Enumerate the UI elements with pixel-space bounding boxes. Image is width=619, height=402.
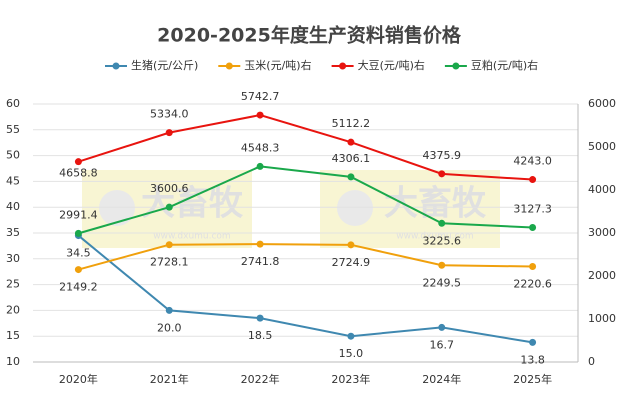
watermark-url: www.dxumu.com bbox=[153, 232, 230, 242]
data-label: 2728.1 bbox=[150, 256, 189, 269]
data-label: 3225.6 bbox=[423, 234, 462, 247]
legend-swatch bbox=[112, 62, 120, 70]
watermark-text: 大畜牧 bbox=[384, 184, 487, 224]
data-label: 18.5 bbox=[248, 329, 273, 342]
data-point bbox=[529, 176, 537, 184]
data-label: 5334.0 bbox=[150, 108, 189, 121]
data-point bbox=[256, 111, 264, 119]
data-label: 13.8 bbox=[520, 353, 545, 366]
data-point bbox=[256, 162, 264, 170]
x-tick-label: 2020年 bbox=[59, 372, 98, 386]
y-tick-label: 45 bbox=[6, 174, 20, 187]
data-label: 15.0 bbox=[339, 347, 364, 360]
legend-swatch bbox=[452, 62, 460, 70]
series-line bbox=[78, 243, 533, 271]
y-tick-label: 25 bbox=[6, 278, 20, 291]
data-point bbox=[438, 219, 446, 227]
data-point bbox=[347, 241, 355, 249]
x-tick-label: 2024年 bbox=[422, 372, 461, 386]
x-tick-label: 2025年 bbox=[513, 372, 552, 386]
legend-label: 豆粕(元/吨)右 bbox=[471, 58, 538, 72]
y-tick-label: 10 bbox=[6, 355, 20, 368]
data-label: 2220.6 bbox=[513, 278, 552, 291]
y2-tick-label: 1000 bbox=[588, 312, 616, 325]
data-label: 2991.4 bbox=[59, 208, 98, 221]
data-point bbox=[256, 314, 264, 322]
y2-tick-label: 6000 bbox=[588, 97, 616, 110]
data-point bbox=[165, 241, 173, 249]
y2-tick-label: 4000 bbox=[588, 183, 616, 196]
data-point bbox=[165, 306, 173, 314]
watermark-text: 大畜牧 bbox=[141, 184, 244, 224]
x-tick-label: 2022年 bbox=[241, 372, 280, 386]
series-line bbox=[77, 234, 533, 344]
y-tick-label: 15 bbox=[6, 329, 20, 342]
data-point bbox=[438, 261, 446, 269]
y-tick-label: 55 bbox=[6, 123, 20, 136]
data-label: 2149.2 bbox=[59, 281, 98, 294]
data-point bbox=[74, 229, 82, 237]
x-tick-label: 2023年 bbox=[331, 372, 370, 386]
data-point bbox=[74, 266, 82, 274]
data-point bbox=[438, 170, 446, 178]
watermark-url: www.dxumu.com bbox=[396, 232, 473, 242]
data-point bbox=[438, 323, 446, 331]
y-tick-label: 30 bbox=[6, 252, 20, 265]
data-point bbox=[347, 332, 355, 340]
data-label: 3600.6 bbox=[150, 182, 189, 195]
y2-tick-label: 2000 bbox=[588, 269, 616, 282]
data-point bbox=[529, 338, 537, 346]
y2-tick-label: 0 bbox=[588, 355, 595, 368]
data-label: 4658.8 bbox=[59, 167, 98, 180]
data-label: 4243.0 bbox=[513, 155, 552, 168]
series-line bbox=[78, 165, 533, 235]
data-label: 2741.8 bbox=[241, 255, 280, 268]
data-label: 20.0 bbox=[157, 321, 182, 334]
data-label: 5112.2 bbox=[332, 117, 371, 130]
data-label: 34.5 bbox=[66, 247, 91, 260]
data-point bbox=[529, 224, 537, 232]
y-tick-label: 35 bbox=[6, 226, 20, 239]
data-point bbox=[165, 129, 173, 137]
series-line bbox=[78, 114, 533, 181]
y-tick-label: 40 bbox=[6, 200, 20, 213]
x-tick-label: 2021年 bbox=[150, 372, 189, 386]
watermark-logo bbox=[99, 190, 135, 226]
chart-title: 2020-2025年度生产资料销售价格 bbox=[157, 24, 462, 47]
legend-label: 生猪(元/公斤) bbox=[131, 58, 198, 72]
data-label: 4375.9 bbox=[423, 149, 462, 162]
data-label: 5742.7 bbox=[241, 90, 280, 103]
data-label: 3127.3 bbox=[513, 203, 552, 216]
legend-label: 玉米(元/吨)右 bbox=[244, 58, 311, 72]
data-point bbox=[347, 173, 355, 181]
data-point bbox=[529, 263, 537, 271]
legend-swatch bbox=[225, 62, 233, 70]
data-label: 2249.5 bbox=[423, 276, 462, 289]
legend-swatch bbox=[339, 62, 347, 70]
y-tick-label: 50 bbox=[6, 149, 20, 162]
data-label: 16.7 bbox=[430, 338, 455, 351]
watermark-logo bbox=[337, 190, 373, 226]
data-label: 4548.3 bbox=[241, 141, 280, 154]
data-label: 4306.1 bbox=[332, 152, 371, 165]
data-point bbox=[74, 158, 82, 166]
y-tick-label: 60 bbox=[6, 97, 20, 110]
data-point bbox=[256, 240, 264, 248]
data-label: 2724.9 bbox=[332, 256, 371, 269]
y2-tick-label: 5000 bbox=[588, 140, 616, 153]
y-tick-label: 20 bbox=[6, 303, 20, 316]
legend-label: 大豆(元/吨)右 bbox=[358, 58, 425, 72]
data-point bbox=[165, 203, 173, 211]
y2-tick-label: 3000 bbox=[588, 226, 616, 239]
data-point bbox=[347, 138, 355, 146]
